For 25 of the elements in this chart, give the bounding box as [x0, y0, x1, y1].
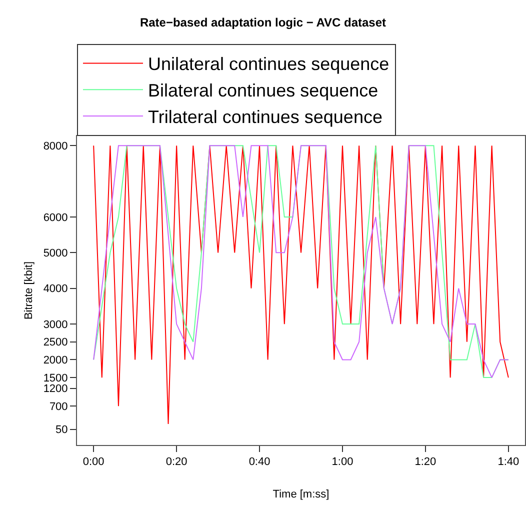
- y-tick-label: 1200: [43, 383, 68, 396]
- y-tick-label: 2000: [43, 354, 68, 367]
- y-tick-label: 5000: [43, 248, 68, 260]
- y-axis-title: Bitrate [kbit]: [22, 261, 35, 320]
- x-tick-label: 0:20: [166, 456, 188, 468]
- y-tick-label: 1500: [43, 372, 68, 384]
- y-tick-label: 3000: [43, 318, 68, 331]
- y-tick-label: 6000: [43, 212, 68, 224]
- y-tick-label: 2500: [43, 336, 68, 349]
- chart-title: Rate−based adaptation logic − AVC dataset: [140, 15, 386, 30]
- line-series: [93, 145, 509, 378]
- y-tick-label: 8000: [43, 140, 68, 152]
- y-tick-label: 50: [56, 424, 68, 436]
- y-tick-label: 4000: [43, 283, 68, 296]
- legend-label: Bilateral continues sequence: [148, 80, 378, 101]
- x-tick-label: 0:40: [248, 456, 270, 468]
- x-tick-label: 1:40: [498, 456, 520, 468]
- x-tick-label: 1:00: [332, 456, 354, 468]
- line-series: [93, 145, 509, 424]
- y-tick-label: 700: [49, 400, 68, 413]
- x-axis-title: Time [m:ss]: [272, 488, 330, 500]
- x-tick-label: 1:20: [414, 456, 436, 468]
- x-tick-label: 0:00: [82, 456, 104, 468]
- legend-label: Trilateral continues sequence: [148, 107, 382, 128]
- legend-label: Unilateral continues sequence: [148, 54, 390, 74]
